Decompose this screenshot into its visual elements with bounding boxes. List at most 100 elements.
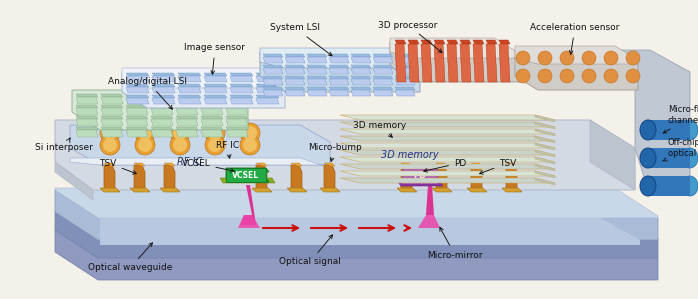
Polygon shape [151, 130, 173, 137]
Polygon shape [506, 165, 517, 190]
Polygon shape [329, 54, 349, 57]
Polygon shape [436, 165, 447, 190]
Polygon shape [263, 54, 283, 57]
Polygon shape [256, 98, 279, 104]
Polygon shape [204, 76, 227, 82]
Polygon shape [164, 165, 175, 190]
Polygon shape [101, 127, 123, 130]
Polygon shape [499, 40, 510, 44]
Polygon shape [152, 84, 175, 87]
Circle shape [170, 123, 190, 143]
Circle shape [538, 51, 552, 65]
Polygon shape [100, 218, 640, 245]
Text: RF IC: RF IC [216, 141, 239, 158]
Polygon shape [473, 44, 484, 82]
Text: Optical waveguide: Optical waveguide [88, 243, 172, 272]
Polygon shape [263, 65, 283, 68]
Polygon shape [535, 122, 555, 129]
Ellipse shape [640, 148, 656, 168]
Polygon shape [256, 95, 279, 98]
Bar [226, 168, 266, 182]
Polygon shape [55, 162, 93, 200]
Polygon shape [263, 90, 283, 96]
Circle shape [205, 123, 225, 143]
Polygon shape [486, 44, 497, 82]
Polygon shape [395, 68, 415, 74]
Polygon shape [176, 97, 198, 104]
Polygon shape [152, 95, 175, 98]
Polygon shape [473, 40, 484, 44]
Polygon shape [351, 57, 371, 63]
Polygon shape [70, 158, 330, 168]
Polygon shape [263, 76, 283, 79]
Circle shape [604, 69, 618, 83]
Circle shape [205, 135, 225, 155]
Polygon shape [340, 129, 555, 134]
Polygon shape [471, 163, 482, 166]
Polygon shape [101, 94, 123, 97]
Polygon shape [176, 105, 198, 108]
Polygon shape [101, 130, 123, 137]
Polygon shape [126, 95, 149, 98]
Polygon shape [395, 44, 406, 82]
Polygon shape [535, 164, 555, 171]
Polygon shape [535, 115, 555, 122]
Polygon shape [126, 76, 149, 82]
Polygon shape [434, 40, 445, 44]
Polygon shape [104, 165, 115, 190]
Polygon shape [329, 90, 349, 96]
Polygon shape [285, 68, 305, 74]
Polygon shape [76, 119, 98, 126]
Polygon shape [426, 185, 434, 215]
Circle shape [240, 123, 260, 143]
Polygon shape [176, 130, 198, 137]
Polygon shape [307, 57, 327, 63]
Polygon shape [76, 97, 98, 104]
Polygon shape [201, 116, 223, 119]
Circle shape [516, 51, 530, 65]
Polygon shape [101, 119, 123, 126]
Polygon shape [340, 164, 555, 169]
Polygon shape [401, 165, 412, 190]
Polygon shape [329, 65, 349, 68]
Circle shape [138, 138, 152, 152]
Polygon shape [126, 116, 148, 119]
Polygon shape [176, 108, 198, 115]
Circle shape [138, 126, 152, 140]
Polygon shape [178, 76, 201, 82]
Polygon shape [204, 98, 227, 104]
Text: PD: PD [424, 158, 466, 172]
Polygon shape [515, 46, 638, 64]
Polygon shape [152, 76, 175, 82]
Text: VCSEL: VCSEL [232, 170, 260, 179]
Polygon shape [126, 84, 149, 87]
Polygon shape [535, 157, 555, 164]
Polygon shape [285, 57, 305, 63]
Polygon shape [287, 188, 307, 192]
Text: Micro-bump: Micro-bump [308, 144, 362, 161]
Polygon shape [291, 163, 302, 166]
Polygon shape [176, 116, 198, 119]
Polygon shape [421, 40, 432, 44]
Polygon shape [151, 127, 173, 130]
Circle shape [240, 135, 260, 155]
Polygon shape [201, 94, 223, 97]
Polygon shape [285, 54, 305, 57]
Polygon shape [307, 76, 327, 79]
Polygon shape [502, 188, 522, 192]
Circle shape [135, 123, 155, 143]
Polygon shape [351, 79, 371, 85]
Polygon shape [101, 97, 123, 104]
Polygon shape [152, 87, 175, 93]
Polygon shape [408, 44, 419, 82]
Polygon shape [230, 73, 253, 76]
Circle shape [582, 69, 596, 83]
Text: RF IC: RF IC [177, 157, 202, 167]
Polygon shape [256, 163, 267, 166]
Polygon shape [226, 127, 248, 130]
Polygon shape [152, 73, 175, 76]
Polygon shape [418, 215, 440, 228]
Polygon shape [434, 44, 445, 82]
Polygon shape [204, 87, 227, 93]
Polygon shape [76, 94, 98, 97]
